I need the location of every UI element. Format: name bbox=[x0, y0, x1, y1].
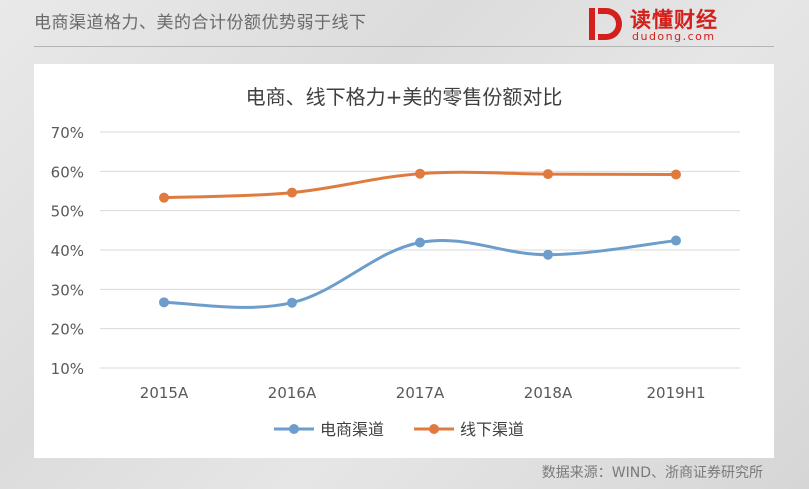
x-tick-label: 2016A bbox=[268, 384, 317, 402]
legend-swatch-marker bbox=[429, 424, 439, 434]
y-tick-label: 40% bbox=[51, 242, 84, 260]
x-tick-label: 2019H1 bbox=[647, 384, 706, 402]
chart-title: 电商、线下格力+美的零售份额对比 bbox=[246, 85, 563, 109]
data-point bbox=[159, 297, 169, 308]
legend-label: 线下渠道 bbox=[460, 420, 524, 439]
x-tick-label: 2018A bbox=[524, 384, 573, 402]
data-point bbox=[671, 235, 681, 246]
logo-icon bbox=[589, 8, 622, 40]
y-tick-label: 50% bbox=[51, 203, 84, 221]
y-tick-label: 30% bbox=[51, 281, 84, 299]
data-point bbox=[159, 192, 169, 203]
data-point bbox=[543, 249, 553, 260]
data-point bbox=[415, 168, 425, 179]
legend-swatch-marker bbox=[289, 424, 299, 434]
logo-name: 读懂财经 bbox=[630, 8, 718, 32]
x-tick-label: 2015A bbox=[140, 384, 189, 402]
data-point bbox=[287, 297, 297, 308]
data-point bbox=[671, 169, 681, 180]
data-source: 数据来源：WIND、浙商证券研究所 bbox=[541, 465, 763, 481]
data-point bbox=[543, 169, 553, 180]
header-rule bbox=[34, 46, 774, 47]
header-title: 电商渠道格力、美的合计份额优势弱于线下 bbox=[34, 13, 367, 33]
y-tick-label: 20% bbox=[51, 321, 84, 339]
y-tick-label: 70% bbox=[51, 124, 84, 142]
y-tick-label: 10% bbox=[51, 360, 84, 378]
y-tick-label: 60% bbox=[51, 163, 84, 181]
logo-domain: dudong.com bbox=[632, 30, 716, 43]
chart-card: 电商、线下格力+美的零售份额对比 10% 20% 30% 40% 50% 60% 70% 2… bbox=[34, 64, 774, 458]
line-chart: 电商、线下格力+美的零售份额对比 10% 20% 30% 40% 50% 60% 70% 2… bbox=[51, 85, 740, 439]
data-point bbox=[287, 187, 297, 198]
data-point bbox=[415, 237, 425, 248]
x-tick-label: 2017A bbox=[396, 384, 445, 402]
logo: 读懂财经 dudong.com bbox=[586, 4, 746, 44]
legend-label: 电商渠道 bbox=[320, 420, 384, 439]
